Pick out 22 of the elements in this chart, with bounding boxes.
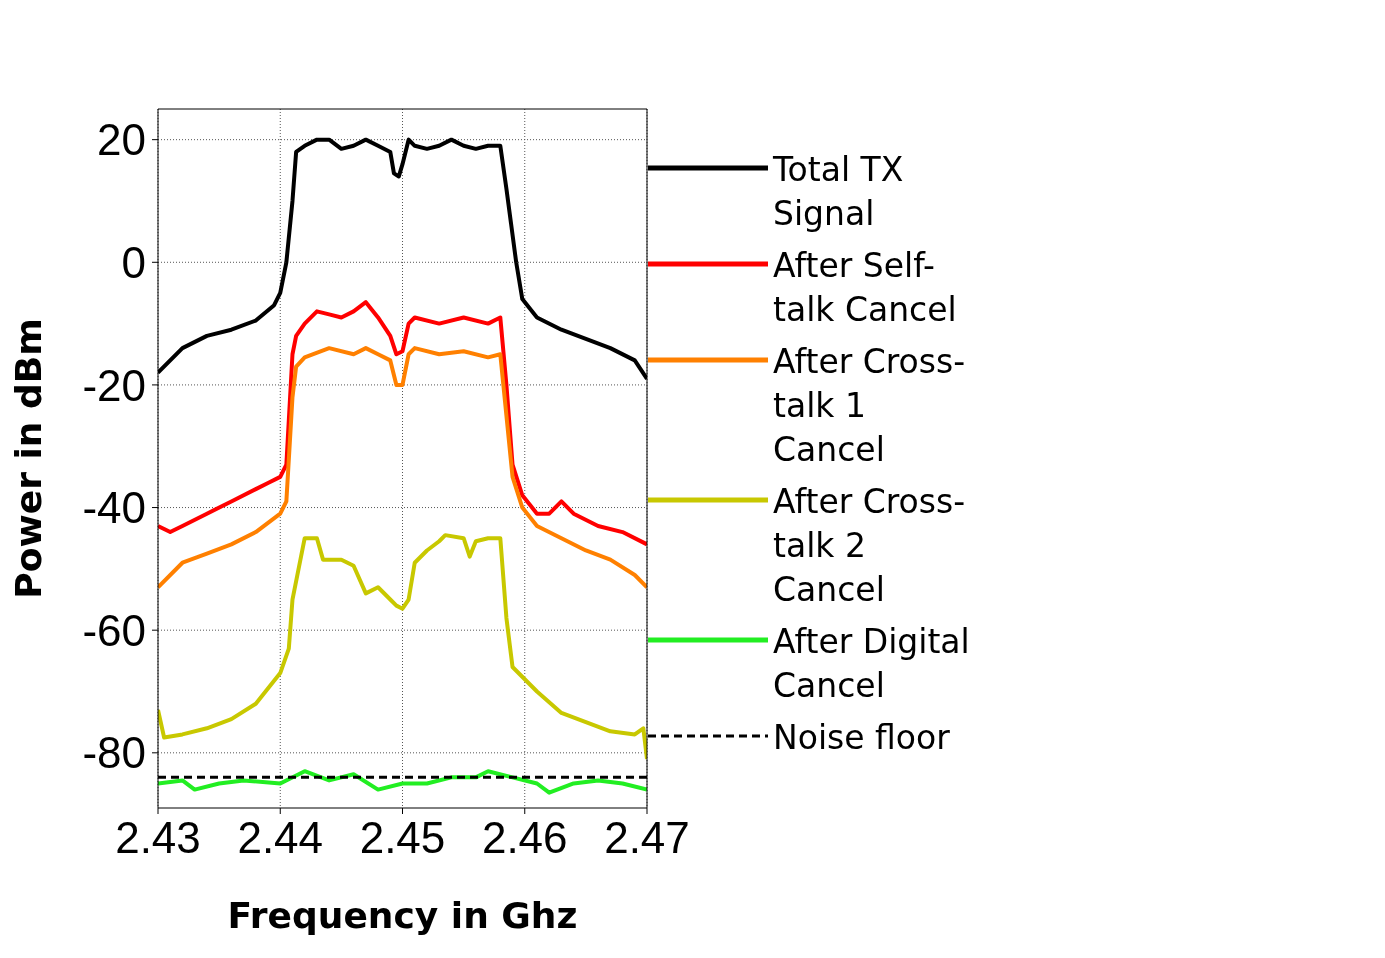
x-tick-label: 2.46 [481,813,568,863]
y-axis-title: Power in dBm [7,318,49,599]
x-tick-label: 2.44 [237,813,324,863]
y-tick-label: 20 [97,115,146,165]
x-tick-label: 2.45 [359,813,446,863]
x-tick-label: 2.47 [604,813,690,863]
line-series [158,300,647,547]
line-series [158,533,647,761]
y-tick-label: 0 [121,237,146,287]
legend-label: After Digital Cancel [773,621,971,707]
legend-label: After Cross-talk 2 Cancel [773,481,967,611]
legend-label: Noise floor [773,717,950,759]
y-tick-label: -60 [82,605,146,655]
legend-label: After Self-talk Cancel [773,245,958,331]
legend-label: Total TX Signal [773,149,905,235]
x-axis-title: Frequency in Ghz [227,895,578,936]
y-tick-label: -40 [82,483,146,533]
line-series [158,346,647,590]
legend-label: After Cross-talk 1 Cancel [773,341,967,471]
y-tick-label: -20 [82,360,146,410]
x-tick-label: 2.43 [115,813,201,863]
y-tick-label: -80 [82,728,146,778]
